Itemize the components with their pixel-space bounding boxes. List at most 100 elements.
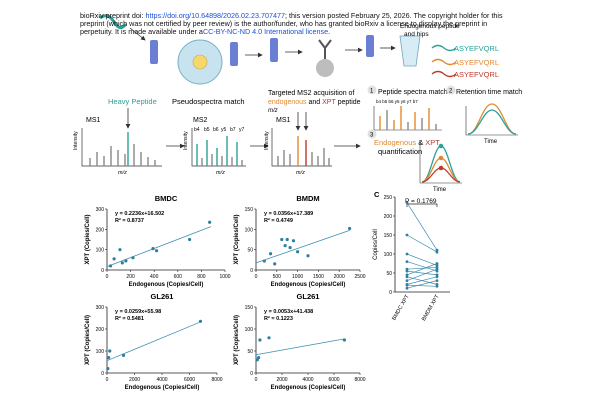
pair-line <box>406 202 438 251</box>
data-point <box>154 249 159 253</box>
x-tick-label: 0 <box>255 377 258 383</box>
step3-title: Endogenous & XPT <box>374 138 440 147</box>
y-axis-label: XPT (Copies/Cell) <box>85 315 91 365</box>
pair-line <box>406 276 438 285</box>
p-value-label: P = 0.1769 <box>405 198 437 205</box>
fit-equation: y = 0.0259x+55.98 <box>115 309 161 315</box>
data-point <box>435 267 439 271</box>
targeted-ms-panel: Targeted MS2 acquisition of endogenous a… <box>264 90 361 176</box>
heavy-peptide-label: Heavy Peptide <box>108 97 157 106</box>
data-point <box>348 226 352 231</box>
step3-amp-word: & <box>416 138 425 147</box>
data-point <box>435 262 439 265</box>
step3-number: 3 <box>370 133 374 139</box>
ms1-label: MS1 <box>86 117 101 124</box>
x-tick-label: 6000 <box>184 377 195 383</box>
pair-line <box>406 268 438 281</box>
step3-quantification: 3 Endogenous & XPT quantification Time <box>367 129 462 193</box>
ion-label: y7 <box>239 127 245 133</box>
x-tick-label: 2000 <box>276 377 287 383</box>
x-tick-label: 2500 <box>354 274 365 280</box>
peptide-sequence-xpt: ASYEFVQRL <box>454 70 499 79</box>
y-tick-label: 100 <box>96 349 105 355</box>
data-point <box>405 269 409 273</box>
x-tick-label: 8000 <box>211 377 222 383</box>
r-squared: R² = 0.1223 <box>264 315 293 322</box>
y-axis-label: Copies/Cell <box>373 229 379 260</box>
data-point <box>121 353 126 357</box>
license-link[interactable]: CC-BY-NC-ND 4.0 International license <box>202 27 329 37</box>
y-tick-label: 150 <box>245 207 254 213</box>
x-tick-label: 400 <box>150 274 159 280</box>
y-axis-label: XPT (Copies/Cell) <box>234 315 240 365</box>
pair-line <box>406 270 438 276</box>
step1-number: 1 <box>370 89 374 95</box>
x-tick-label: 1000 <box>219 274 230 280</box>
y-axis-label: XPT (Copies/Cell) <box>234 214 240 264</box>
y-tick-label: 0 <box>250 268 253 274</box>
x-tick-label: 2000 <box>129 377 140 383</box>
targeted-xpt-word: XPT <box>322 99 336 106</box>
x-tick-label: 0 <box>255 274 258 280</box>
regression-line <box>255 338 345 356</box>
ms1-mz-label: m/z <box>118 170 127 176</box>
banner-prefix: bioRxiv preprint doi: <box>80 11 146 20</box>
y-tick-label: 250 <box>384 195 393 201</box>
pair-line <box>406 263 438 276</box>
regression-line <box>255 229 350 264</box>
y-tick-label: 100 <box>245 227 254 233</box>
y-tick-label: 0 <box>101 268 104 274</box>
x-tick-label: 600 <box>174 274 183 280</box>
step2-retention-time-match: 2 Retention time match Time <box>446 85 522 145</box>
targeted-peptide-word: peptide <box>336 99 361 106</box>
data-point <box>405 275 409 279</box>
ion-label: b7 <box>230 127 236 133</box>
y-tick-label: 200 <box>384 214 393 220</box>
data-point <box>296 250 300 254</box>
x-tick-label: 6000 <box>328 377 339 383</box>
targeted-endo-word: endogenous <box>268 99 307 106</box>
pair-line <box>406 266 438 270</box>
step2-badge <box>446 85 456 95</box>
y-axis-label: XPT (Copies/Cell) <box>85 214 91 264</box>
data-point <box>131 256 135 260</box>
r-squared: R² = 0.8737 <box>115 217 144 224</box>
data-point <box>435 275 439 279</box>
step3-badge <box>367 129 377 139</box>
data-point <box>106 367 110 371</box>
peptide-list: ASYEFVQRL ASYEFVQRL ASYEFVQRL <box>431 44 499 79</box>
data-point <box>273 262 277 266</box>
r-squared: R² = 0.5481 <box>115 315 144 322</box>
mhc-molecule-icon <box>150 40 158 64</box>
ion-label: y5 <box>221 127 227 133</box>
data-point <box>435 284 439 288</box>
step1-ions: b4 b5 b6 y5 y6 y7 b7 <box>376 99 418 104</box>
data-point <box>405 233 409 237</box>
panel-label: C <box>374 190 380 199</box>
pair-line <box>406 261 438 272</box>
mhc-molecule-icon <box>270 38 278 62</box>
y-tick-label: 50 <box>386 271 392 277</box>
ms1-bars <box>89 132 156 166</box>
data-point <box>108 349 112 353</box>
y-tick-label: 50 <box>247 349 253 355</box>
category-label: BMDM XPT <box>421 293 441 322</box>
pseudospectra-label: Pseudospectra match <box>172 97 245 106</box>
step1-badge <box>367 85 377 95</box>
x-axis-label: Endogenous (Copies/Cell) <box>129 282 204 288</box>
step2-number: 2 <box>449 89 453 95</box>
data-point <box>268 252 273 256</box>
peptide-strand-icon <box>99 14 128 29</box>
peptide-sequence-heavy: ASYEFVQRL <box>454 44 499 53</box>
data-point <box>267 336 271 340</box>
targeted-intensity-label: Intensity <box>264 131 270 150</box>
significance-bracket <box>406 203 438 207</box>
data-point <box>112 257 116 261</box>
banner-suffix: . <box>328 27 331 37</box>
ion-label: b6 <box>213 127 219 133</box>
antibody-bead-icon <box>316 39 334 77</box>
x-tick-label: 200 <box>126 274 135 280</box>
data-point <box>198 319 203 323</box>
doi-link[interactable]: https://doi.org/10.64898/2026.02.23.7074… <box>145 11 286 20</box>
data-point <box>188 237 192 242</box>
